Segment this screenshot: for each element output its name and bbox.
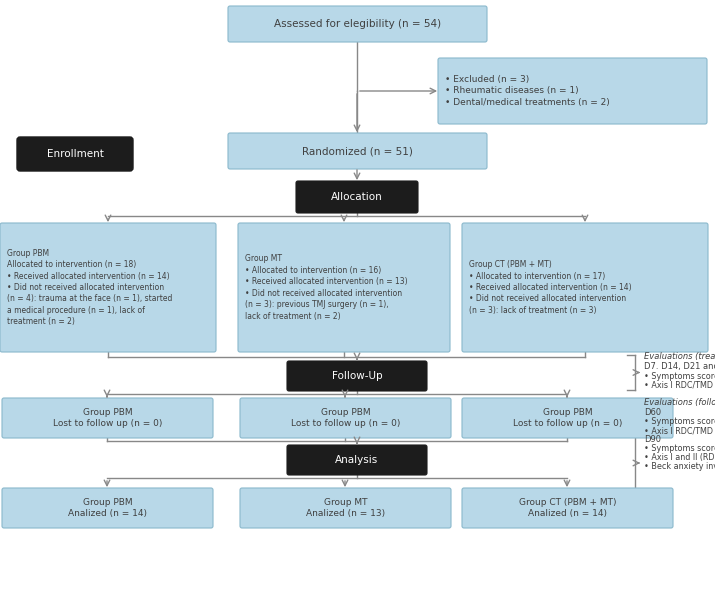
FancyBboxPatch shape [462, 398, 673, 438]
FancyBboxPatch shape [462, 488, 673, 528]
FancyBboxPatch shape [228, 133, 487, 169]
Text: Assessed for elegibility (n = 54): Assessed for elegibility (n = 54) [274, 19, 441, 29]
Text: Evaluations (treatment): Evaluations (treatment) [644, 352, 715, 361]
FancyBboxPatch shape [240, 488, 451, 528]
FancyBboxPatch shape [287, 445, 427, 475]
Text: Evaluations (follow-up): Evaluations (follow-up) [644, 398, 715, 407]
FancyBboxPatch shape [2, 488, 213, 528]
Text: Group MT
• Allocated to intervention (n = 16)
• Received allocated intervention : Group MT • Allocated to intervention (n … [245, 255, 408, 321]
FancyBboxPatch shape [296, 181, 418, 213]
FancyBboxPatch shape [228, 6, 487, 42]
Text: • Symptoms score – VAS: • Symptoms score – VAS [644, 444, 715, 453]
Text: Group PBM
Analized (n = 14): Group PBM Analized (n = 14) [68, 498, 147, 518]
Text: • Symptoms score – VAS: • Symptoms score – VAS [644, 417, 715, 426]
Text: Enrollment: Enrollment [46, 149, 104, 159]
Text: D90: D90 [644, 435, 661, 444]
Text: Group PBM
Lost to follow up (n = 0): Group PBM Lost to follow up (n = 0) [53, 408, 162, 428]
Text: Group CT (PBM + MT)
• Allocated to intervention (n = 17)
• Received allocated in: Group CT (PBM + MT) • Allocated to inter… [469, 260, 631, 315]
Text: D7. D14, D21 and D28: D7. D14, D21 and D28 [644, 362, 715, 371]
Text: Follow-Up: Follow-Up [332, 371, 383, 381]
FancyBboxPatch shape [240, 398, 451, 438]
Text: • Axis I RDC/TMD: • Axis I RDC/TMD [644, 381, 713, 390]
Text: Group PBM
Lost to follow up (n = 0): Group PBM Lost to follow up (n = 0) [291, 408, 400, 428]
Text: Group PBM
Lost to follow up (n = 0): Group PBM Lost to follow up (n = 0) [513, 408, 622, 428]
Text: Group MT
Analized (n = 13): Group MT Analized (n = 13) [306, 498, 385, 518]
FancyBboxPatch shape [2, 398, 213, 438]
FancyBboxPatch shape [17, 137, 133, 171]
Text: Group PBM
Allocated to intervention (n = 18)
• Received allocated intervention (: Group PBM Allocated to intervention (n =… [7, 249, 172, 326]
Text: • Symptoms score – VAS: • Symptoms score – VAS [644, 372, 715, 381]
Text: Allocation: Allocation [331, 192, 383, 202]
FancyBboxPatch shape [238, 223, 450, 352]
Text: • Beck anxiety inventory – BA: • Beck anxiety inventory – BA [644, 462, 715, 471]
Text: Randomized (n = 51): Randomized (n = 51) [302, 146, 413, 156]
FancyBboxPatch shape [438, 58, 707, 124]
Text: Group CT (PBM + MT)
Analized (n = 14): Group CT (PBM + MT) Analized (n = 14) [519, 498, 616, 518]
FancyBboxPatch shape [0, 223, 216, 352]
Text: Analysis: Analysis [335, 455, 379, 465]
Text: D60: D60 [644, 408, 661, 417]
Text: • Axis I and II (RDC/TMD): • Axis I and II (RDC/TMD) [644, 453, 715, 462]
Text: • Excluded (n = 3)
• Rheumatic diseases (n = 1)
• Dental/medical treatments (n =: • Excluded (n = 3) • Rheumatic diseases … [445, 75, 610, 107]
Text: • Axis I RDC/TMD: • Axis I RDC/TMD [644, 426, 713, 435]
FancyBboxPatch shape [462, 223, 708, 352]
FancyBboxPatch shape [287, 361, 427, 391]
